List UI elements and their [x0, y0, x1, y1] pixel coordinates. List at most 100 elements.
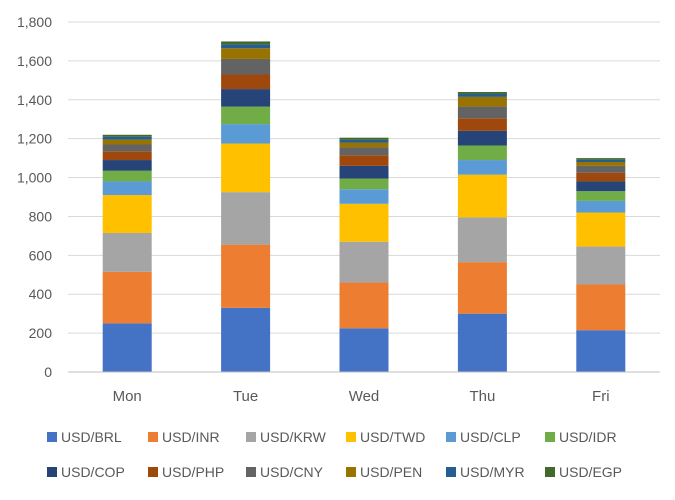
bar-segment-usd-php [576, 172, 626, 182]
legend-label: USD/COP [61, 464, 125, 480]
legend-item-usd-idr: USD/IDR [545, 429, 617, 445]
bar-segment-usd-krw [102, 232, 152, 272]
bar-segment-usd-idr [102, 170, 152, 182]
bar-segment-usd-twd [102, 195, 152, 233]
legend-swatch [148, 432, 158, 442]
bar-segment-usd-clp [339, 189, 389, 204]
legend-item-usd-twd: USD/TWD [346, 429, 425, 445]
bar-segment-usd-clp [457, 160, 507, 175]
bar-segment-usd-pen [221, 48, 271, 59]
bar-segment-usd-twd [457, 174, 507, 218]
bar-segment-usd-myr [457, 93, 507, 97]
bar-segment-usd-twd [339, 203, 389, 242]
legend-item-usd-myr: USD/MYR [446, 464, 525, 480]
bar-segment-usd-brl [576, 330, 626, 372]
y-tick-label: 1,800 [17, 14, 52, 30]
legend-label: USD/CLP [460, 429, 521, 445]
bar-segment-usd-cny [339, 147, 389, 156]
bar-segment-usd-php [339, 155, 389, 166]
bar-segment-usd-inr [457, 262, 507, 314]
bar-segment-usd-pen [576, 162, 626, 166]
bar-segment-usd-krw [339, 241, 389, 283]
bar-segment-usd-idr [221, 106, 271, 125]
y-tick-label: 1,600 [17, 53, 52, 69]
bar-segment-usd-brl [102, 323, 152, 372]
legend-swatch [246, 432, 256, 442]
bar-segment-usd-inr [221, 244, 271, 308]
legend-item-usd-php: USD/PHP [148, 464, 224, 480]
bar-stack-wed [339, 137, 389, 372]
bar-segment-usd-myr [576, 159, 626, 162]
y-tick-label: 0 [44, 364, 52, 380]
bar-segment-usd-cop [457, 130, 507, 146]
legend-swatch [545, 467, 555, 477]
legend-swatch [446, 467, 456, 477]
y-axis-tick-labels: 0 200 400 600 800 1,000 1,200 1,400 1,600 1,800 [17, 14, 52, 380]
y-tick-label: 1,400 [17, 92, 52, 108]
y-tick-label: 200 [29, 325, 53, 341]
bar-segment-usd-egp [221, 41, 271, 45]
bar-segment-usd-pen [457, 96, 507, 107]
bar-segment-usd-inr [339, 282, 389, 329]
bar-segment-usd-clp [102, 181, 152, 196]
bar-segment-usd-pen [339, 142, 389, 148]
bar-stack-fri [576, 158, 626, 372]
x-tick-label: Mon [113, 388, 142, 405]
legend-label: USD/CNY [260, 464, 324, 480]
legend-item-usd-egp: USD/EGP [545, 464, 622, 480]
bar-segment-usd-pen [102, 139, 152, 145]
legend-swatch [446, 432, 456, 442]
bar-segment-usd-twd [221, 143, 271, 193]
legend-label: USD/TWD [360, 429, 425, 445]
bar-segment-usd-egp [102, 134, 152, 137]
legend-item-usd-inr: USD/INR [148, 429, 220, 445]
bar-segment-usd-cny [576, 165, 626, 173]
legend-label: USD/PHP [162, 464, 224, 480]
bar-segment-usd-cop [576, 181, 626, 192]
bars [102, 41, 626, 372]
bar-segment-usd-krw [576, 246, 626, 285]
bar-segment-usd-idr [457, 145, 507, 161]
legend-label: USD/PEN [360, 464, 422, 480]
bar-segment-usd-cop [102, 160, 152, 171]
legend-swatch [148, 467, 158, 477]
bar-segment-usd-php [221, 74, 271, 90]
bar-segment-usd-twd [576, 212, 626, 247]
legend-item-usd-cop: USD/COP [47, 464, 125, 480]
legend-label: USD/MYR [460, 464, 525, 480]
bar-segment-usd-idr [576, 191, 626, 201]
legend-item-usd-pen: USD/PEN [346, 464, 422, 480]
bar-segment-usd-idr [339, 178, 389, 190]
bar-segment-usd-inr [102, 271, 152, 324]
bar-segment-usd-clp [221, 124, 271, 144]
legend-label: USD/IDR [559, 429, 617, 445]
bar-segment-usd-egp [339, 137, 389, 140]
bar-segment-usd-clp [576, 200, 626, 213]
bar-segment-usd-cop [339, 165, 389, 179]
bar-segment-usd-egp [457, 92, 507, 94]
bar-segment-usd-cny [457, 106, 507, 119]
y-tick-label: 600 [29, 247, 53, 263]
y-tick-label: 400 [29, 286, 53, 302]
bar-segment-usd-krw [457, 217, 507, 263]
legend-swatch [545, 432, 555, 442]
bar-segment-usd-brl [221, 307, 271, 372]
bar-stack-tue [221, 41, 271, 372]
y-tick-label: 800 [29, 208, 53, 224]
legend-swatch [47, 432, 57, 442]
bar-segment-usd-myr [221, 44, 271, 49]
x-tick-label: Wed [349, 388, 380, 405]
bar-segment-usd-php [102, 151, 152, 161]
legend-item-usd-clp: USD/CLP [446, 429, 521, 445]
legend-label: USD/EGP [559, 464, 622, 480]
bar-segment-usd-cny [102, 144, 152, 152]
legend-label: USD/KRW [260, 429, 327, 445]
bar-segment-usd-myr [102, 136, 152, 140]
bar-segment-usd-brl [457, 313, 507, 372]
y-tick-label: 1,200 [17, 131, 52, 147]
legend-item-usd-krw: USD/KRW [246, 429, 327, 445]
x-tick-label: Thu [469, 388, 495, 405]
x-tick-label: Tue [233, 388, 258, 405]
bar-segment-usd-php [457, 118, 507, 131]
